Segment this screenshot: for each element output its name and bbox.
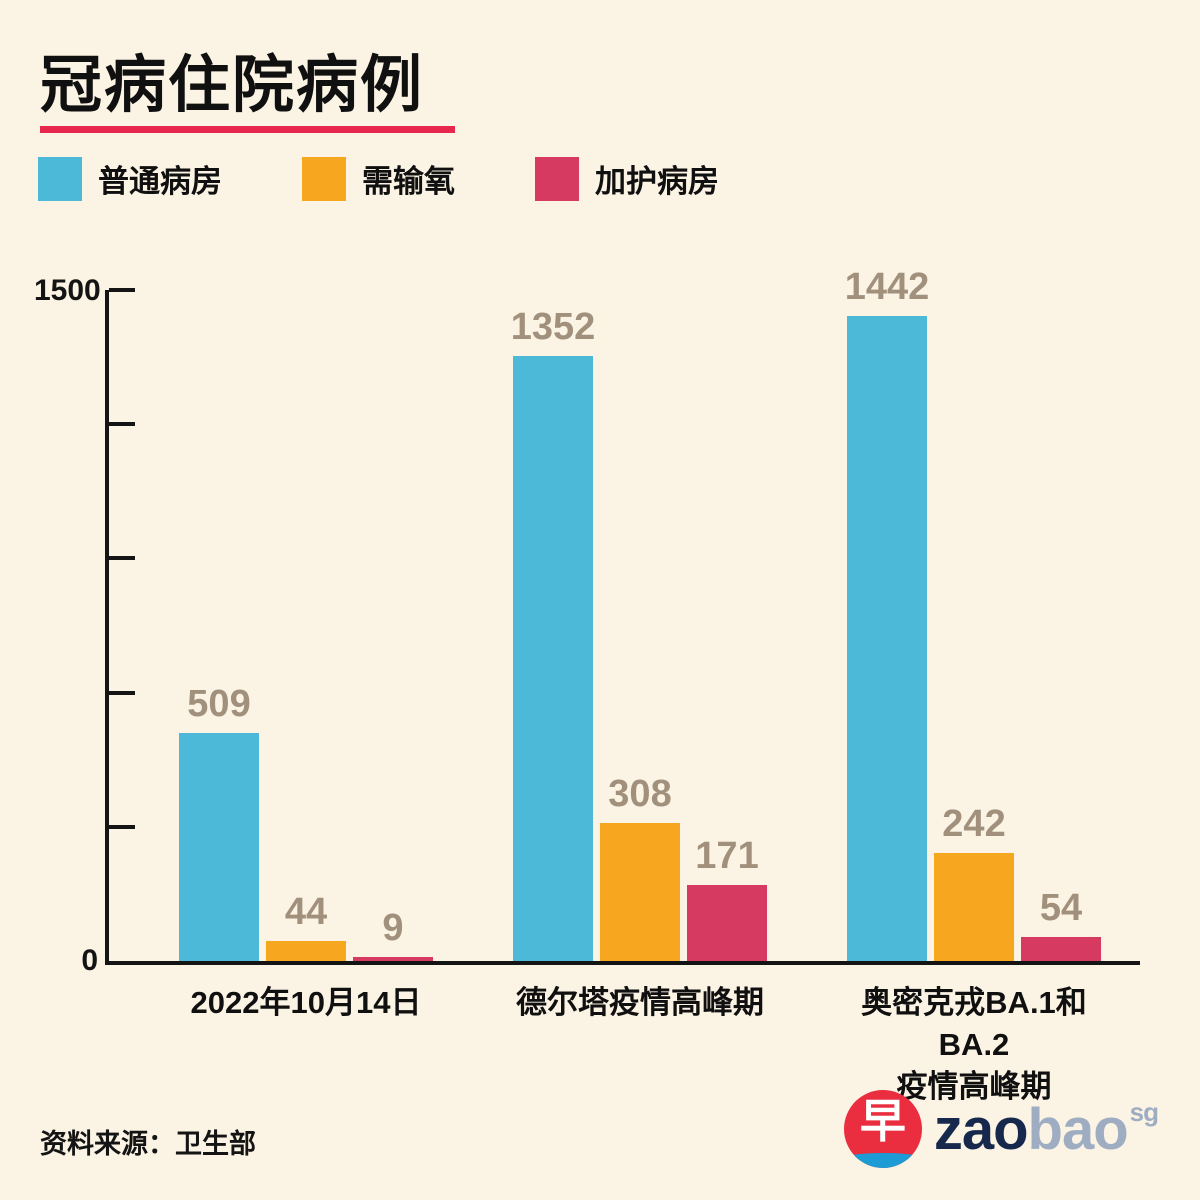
legend-swatch-icu <box>535 156 579 201</box>
x-axis-labels: 2022年10月14日 德尔塔疫情高峰期 奥密克戎BA.1和BA.2 疫情高峰期 <box>105 982 1140 1108</box>
y-axis-tick-600 <box>109 690 135 695</box>
legend-swatch-needs-oxygen <box>302 156 346 201</box>
logo-bao-text: bao <box>1027 1096 1129 1162</box>
bar-chart-plot: 509 44 9 1352 308 171 1442 242 54 <box>105 266 1140 965</box>
bar-value-label: 509 <box>187 683 251 726</box>
bar-value-label: 54 <box>1039 886 1083 929</box>
bar-icu: 171 <box>687 835 767 961</box>
legend-label: 加护病房 <box>595 164 719 199</box>
bar-value-label: 44 <box>284 891 328 934</box>
source-text: 资料来源：卫生部 <box>40 1129 256 1159</box>
y-axis-tick-300 <box>109 824 135 829</box>
bar-value-label: 308 <box>608 773 672 816</box>
legend-item-general-ward: 普通病房 <box>38 156 222 201</box>
bar-general-ward: 1352 <box>511 306 595 961</box>
zaobao-logo: 早 zaobaosg <box>843 1090 1159 1168</box>
y-axis-zero-label: 0 <box>81 944 98 977</box>
x-axis-category-label-2: 奥密克戎BA.1和BA.2 疫情高峰期 <box>861 985 1087 1104</box>
legend-label: 需输氧 <box>362 164 455 199</box>
bar-needs-oxygen: 308 <box>600 773 680 961</box>
x-axis-category-label-1: 德尔塔疫情高峰期 <box>516 985 764 1020</box>
logo-zao-text: zao <box>933 1096 1029 1162</box>
y-axis-tick-1500 <box>109 288 135 292</box>
y-axis-max-label: 1500 <box>34 274 101 307</box>
bar-value-label: 9 <box>382 906 404 949</box>
zaobao-logo-wordmark: zaobaosg <box>933 1096 1159 1163</box>
page-title: 冠病住院病例 <box>40 51 425 120</box>
bar-general-ward: 509 <box>179 683 259 961</box>
bar-group-2: 1442 242 54 <box>845 266 1101 961</box>
bar-value-label: 1442 <box>844 265 930 308</box>
bar-general-ward: 1442 <box>845 266 929 961</box>
bar-group-0: 509 44 9 <box>179 290 433 961</box>
y-axis-tick-1200 <box>109 422 135 427</box>
legend: 普通病房 需输氧 加护病房 <box>38 156 719 201</box>
logo-sg-superscript: sg <box>1129 1096 1159 1127</box>
bar-value-label: 171 <box>695 834 759 877</box>
legend-item-needs-oxygen: 需输氧 <box>302 156 455 201</box>
bar-group-1: 1352 308 171 <box>511 290 767 961</box>
y-axis-tick-900 <box>109 556 135 561</box>
bar-value-label: 242 <box>942 802 1006 845</box>
zaobao-logo-character: 早 <box>859 1095 906 1147</box>
bar-icu: 54 <box>1021 887 1101 961</box>
legend-item-icu: 加护病房 <box>535 156 719 201</box>
legend-label: 普通病房 <box>98 164 222 199</box>
bar-value-label: 1352 <box>510 306 596 349</box>
bar-needs-oxygen: 44 <box>266 891 346 961</box>
x-axis-category-label-0: 2022年10月14日 <box>190 985 422 1020</box>
zaobao-logo-icon: 早 <box>843 1090 922 1168</box>
bar-needs-oxygen: 242 <box>934 803 1014 961</box>
legend-swatch-general-ward <box>38 156 82 201</box>
zaobao-logo-blue-crescent <box>843 1153 922 1168</box>
bar-icu: 9 <box>353 907 433 961</box>
title-underline <box>40 126 455 133</box>
